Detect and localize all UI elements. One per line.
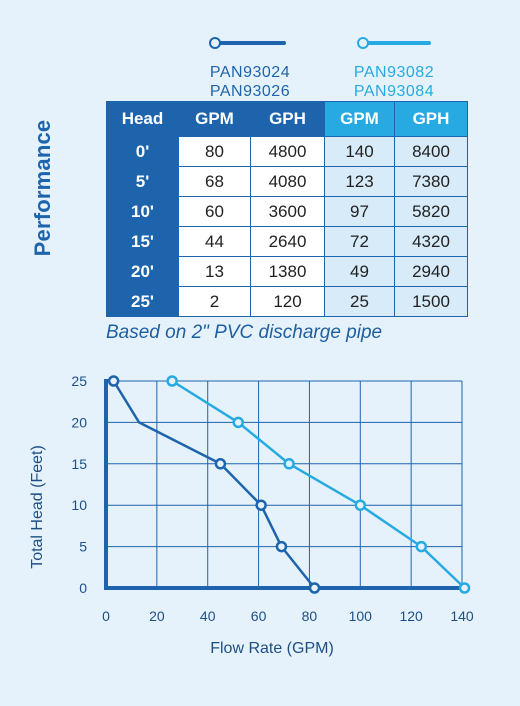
cell-gpm-2: 72	[324, 226, 395, 257]
cell-gph-2: 2940	[394, 256, 468, 287]
cell-gph-1: 3600	[250, 196, 325, 227]
x-tick-label: 0	[102, 608, 110, 624]
table-note: Based on 2" PVC discharge pipe	[106, 322, 383, 343]
x-tick-label: 100	[349, 608, 373, 624]
series-line-2	[171, 379, 466, 589]
legend-label-dark-1: PAN93024	[209, 64, 291, 81]
table-row: 0' 80 4800 140 8400	[106, 136, 468, 167]
chart-grid	[105, 380, 463, 589]
chart-axes	[104, 379, 464, 590]
y-tick-label: 10	[71, 497, 87, 513]
chart-ticks: 0 20 40 60 80 100 120 140 0 5 10 15 20 25	[71, 373, 473, 624]
legend-line-dark	[216, 41, 286, 45]
x-tick-label: 20	[149, 608, 165, 624]
table-row: 5' 68 4080 123 7380	[106, 166, 468, 197]
header-head: Head	[106, 101, 179, 137]
header-gpm-2: GPM	[324, 101, 395, 137]
legend-label-dark-2: PAN93026	[209, 83, 291, 100]
legend-marker-dark	[209, 37, 221, 49]
series-1-point	[308, 582, 321, 594]
legend-line-light	[365, 41, 431, 45]
x-tick-label: 60	[251, 608, 267, 624]
legend-label-light-2: PAN93084	[353, 83, 435, 100]
y-axis-title: Total Head (Feet)	[29, 445, 46, 569]
performance-table: Head GPM GPH GPM GPH 0' 80 4800 140 8400 5' 68…	[106, 101, 468, 317]
cell-gpm-1: 80	[178, 136, 251, 167]
y-tick-label: 0	[79, 580, 87, 596]
cell-head: 25'	[106, 286, 179, 317]
cell-gph-2: 7380	[394, 166, 468, 197]
cell-gph-2: 8400	[394, 136, 468, 167]
cell-gph-2: 4320	[394, 226, 468, 257]
cell-gpm-2: 25	[324, 286, 395, 317]
series-1-point	[255, 499, 267, 511]
y-tick-label: 15	[71, 456, 87, 472]
chart-series	[107, 375, 471, 594]
table-header-row: Head GPM GPH GPM GPH	[106, 101, 468, 137]
cell-head: 10'	[106, 196, 179, 227]
series-2-point	[354, 499, 367, 511]
x-tick-label: 40	[200, 608, 216, 624]
cell-gph-1: 4080	[250, 166, 325, 197]
y-tick-label: 5	[79, 539, 87, 555]
legend-label-light-1: PAN93082	[353, 64, 435, 81]
series-2-point	[283, 458, 295, 470]
cell-gph-2: 1500	[394, 286, 468, 317]
cell-head: 5'	[106, 166, 179, 197]
series-2-point	[458, 582, 471, 594]
series-1-point	[275, 540, 288, 553]
y-tick-label: 20	[71, 414, 87, 430]
series-line-1	[112, 380, 316, 589]
y-tick-label: 25	[71, 373, 87, 389]
header-gpm-1: GPM	[178, 101, 251, 137]
table-row: 25' 2 120 25 1500	[106, 286, 468, 317]
cell-gpm-1: 2	[178, 286, 251, 317]
cell-gph-1: 120	[250, 286, 325, 317]
legend-marker-light	[357, 37, 369, 49]
cell-gpm-1: 44	[178, 226, 251, 257]
cell-gpm-2: 97	[324, 196, 395, 227]
cell-gpm-2: 49	[324, 256, 395, 287]
cell-head: 15'	[106, 226, 179, 257]
x-tick-label: 140	[450, 608, 474, 624]
series-2-point	[232, 416, 244, 429]
series-2-point	[415, 540, 428, 553]
cell-gpm-1: 60	[178, 196, 251, 227]
cell-gpm-1: 68	[178, 166, 251, 197]
series-1-point	[214, 458, 227, 470]
table-row: 10' 60 3600 97 5820	[106, 196, 468, 227]
header-gph-1: GPH	[250, 101, 325, 137]
table-row: 15' 44 2640 72 4320	[106, 226, 468, 257]
cell-gpm-2: 140	[324, 136, 395, 167]
cell-gph-2: 5820	[394, 196, 468, 227]
x-tick-label: 80	[302, 608, 318, 624]
cell-head: 0'	[106, 136, 179, 167]
header-gph-2: GPH	[394, 101, 468, 137]
series-1-point	[107, 375, 120, 387]
cell-gph-1: 4800	[250, 136, 325, 167]
x-axis-title: Flow Rate (GPM)	[210, 640, 334, 657]
x-tick-label: 120	[399, 608, 423, 624]
series-2-point	[166, 375, 178, 387]
